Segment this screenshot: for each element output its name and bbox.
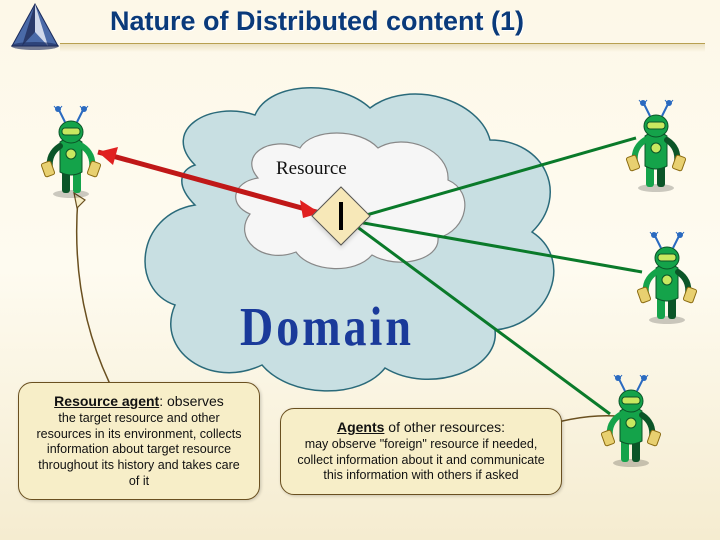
- robot-agent-mr: [636, 230, 698, 325]
- callout-left-body: the target resource and other resources …: [33, 411, 245, 489]
- domain-label: Domain: [240, 295, 414, 359]
- callout-other-agents: Agents of other resources: may observe "…: [280, 408, 562, 495]
- page-title: Nature of Distributed content (1): [110, 6, 524, 37]
- resource-diamond-icon: [311, 186, 370, 245]
- robot-agent-br: [600, 373, 662, 468]
- callout-right-body: may observe "foreign" resource if needed…: [295, 437, 547, 484]
- header: Nature of Distributed content (1): [0, 0, 720, 70]
- resource-label: Resource: [276, 158, 347, 180]
- logo-icon: [8, 2, 62, 52]
- callout-tail-left: [77, 198, 110, 384]
- robot-agent-tr: [625, 98, 687, 193]
- callout-resource-agent: Resource agent: observes the target reso…: [18, 382, 260, 500]
- callout-right-title: Agents of other resources:: [295, 419, 547, 435]
- robot-agent-left: [40, 104, 102, 199]
- title-underline: [60, 43, 705, 52]
- callout-left-title: Resource agent: observes: [33, 393, 245, 409]
